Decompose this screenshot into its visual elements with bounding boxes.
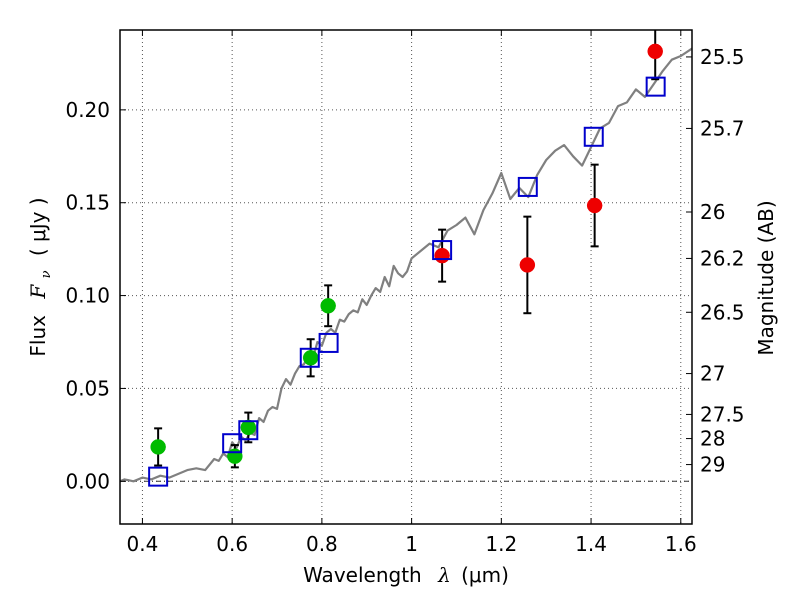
green-photometry-point xyxy=(320,298,336,314)
x-tick-label: 0.6 xyxy=(216,532,248,556)
y-tick-label: 0.15 xyxy=(65,191,110,215)
green-photometry-point xyxy=(302,350,319,366)
plot-frame xyxy=(119,29,693,525)
magnitude-tick-label: 26 xyxy=(700,200,725,224)
model-square-point xyxy=(583,126,604,147)
model-square-point xyxy=(517,176,538,197)
model-square-point xyxy=(299,347,320,368)
y-tick-label: 0.00 xyxy=(65,469,110,493)
green-photometry-point xyxy=(227,448,243,464)
magnitude-tick-label: 27.5 xyxy=(700,402,745,426)
model-square-point xyxy=(222,433,243,454)
red-photometry-point xyxy=(586,197,603,214)
magnitude-tick-label: 29 xyxy=(700,453,725,477)
x-tick-label: 1.4 xyxy=(575,532,607,556)
x-tick-label: 0.8 xyxy=(306,532,338,556)
red-photometry-point xyxy=(519,257,536,273)
y-tick-label: 0.20 xyxy=(65,98,110,122)
model-spectrum-layer xyxy=(119,47,693,483)
axes-layer: 0.4 0.6 0.8 1 1.2 1.4 1.6 0.00 0.05 0.10 0.15 0.20 2… xyxy=(65,29,745,556)
model-square-point xyxy=(432,240,453,261)
x-axis-label: Wavelength λ (μm) xyxy=(303,563,509,587)
model-square-point xyxy=(318,332,339,353)
magnitude-tick-label: 26.2 xyxy=(700,246,745,270)
x-tick-label: 1 xyxy=(405,532,418,556)
x-tick-label: 1.6 xyxy=(665,532,697,556)
model-square-point xyxy=(238,420,259,441)
model-square-point xyxy=(645,76,666,97)
red-photometry-point xyxy=(647,43,663,60)
magnitude-tick-label: 25.5 xyxy=(700,45,745,69)
model-spectrum-line xyxy=(119,47,693,483)
y-tick-label: 0.10 xyxy=(65,284,110,308)
green-photometry-point xyxy=(240,419,257,436)
magnitude-tick-label: 27 xyxy=(700,362,725,386)
magnitude-tick-label: 25.7 xyxy=(700,116,745,140)
y2-axis-label: Magnitude (AB) xyxy=(754,200,778,355)
magnitude-tick-label: 28 xyxy=(700,427,725,451)
x-tick-label: 0.4 xyxy=(127,532,159,556)
y-tick-label: 0.05 xyxy=(65,376,110,400)
red-photometry-point xyxy=(434,247,450,264)
y-axis-label: Flux F ν ( μJy ) xyxy=(26,197,55,356)
magnitude-tick-label: 26.5 xyxy=(700,300,745,324)
green-photometry-point xyxy=(150,439,166,455)
model-square-point xyxy=(148,466,169,487)
marks-layer xyxy=(148,30,666,487)
grid-layer xyxy=(120,30,692,524)
x-tick-label: 1.2 xyxy=(485,532,517,556)
